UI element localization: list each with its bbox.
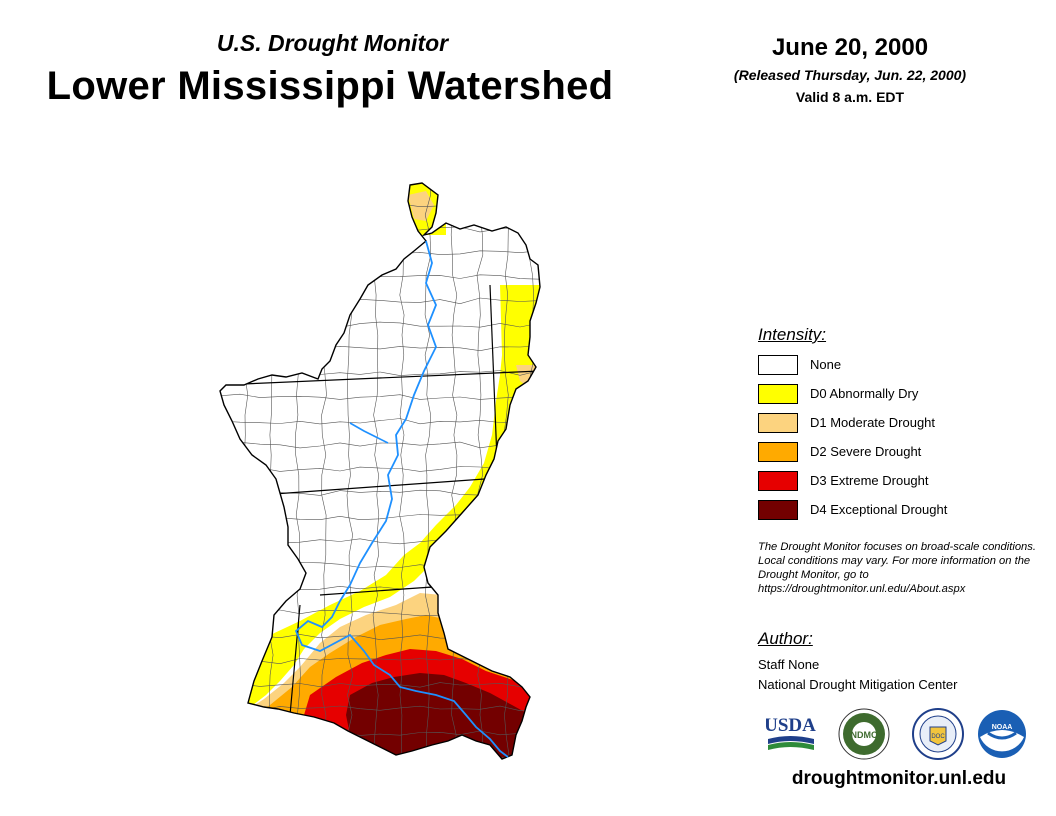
mississippi-river [294, 240, 509, 758]
svg-text:NOAA: NOAA [992, 724, 1013, 731]
legend-swatch [758, 384, 798, 404]
legend-item: D4 Exceptional Drought [758, 500, 1018, 522]
legend-item: D3 Extreme Drought [758, 471, 1018, 493]
legend-label: D1 Moderate Drought [810, 415, 936, 430]
legend-swatch [758, 355, 798, 375]
watershed-map [219, 182, 541, 760]
usda-logo: USDA [766, 715, 816, 750]
map-subtitle: U.S. Drought Monitor [216, 30, 449, 56]
legend-item: None [758, 355, 1018, 377]
legend-item: D1 Moderate Drought [758, 413, 1018, 435]
legend-swatch [758, 500, 798, 520]
d4-area [346, 673, 540, 759]
legend-label: D4 Exceptional Drought [810, 502, 948, 517]
legend-swatch [758, 471, 798, 491]
map-title: Lower Mississippi Watershed [46, 64, 614, 108]
author-name: Staff None [758, 657, 820, 672]
legend-item: D0 Abnormally Dry [758, 384, 1018, 406]
partner-logos: USDA NDMC DOC NOAA [766, 708, 1026, 760]
legend-label: None [810, 357, 842, 372]
legend-label: D2 Severe Drought [810, 444, 922, 459]
release-date: (Released Thursday, Jun. 22, 2000) [733, 67, 967, 83]
legend-label: D0 Abnormally Dry [810, 386, 919, 401]
legend-swatch [758, 413, 798, 433]
ndmc-logo: NDMC [838, 708, 890, 760]
svg-text:DOC: DOC [931, 734, 945, 740]
svg-text:USDA: USDA [766, 715, 816, 736]
website-link[interactable]: droughtmonitor.unl.edu [791, 768, 1007, 789]
legend-swatch [758, 442, 798, 462]
legend-label: D3 Extreme Drought [810, 473, 929, 488]
legend-item: D2 Severe Drought [758, 442, 1018, 464]
river-tributary [349, 422, 389, 444]
svg-text:NDMC: NDMC [851, 730, 878, 740]
d1-area-north [408, 191, 434, 221]
author-org: National Drought Mitigation Center [758, 677, 958, 692]
map-date: June 20, 2000 [771, 34, 929, 61]
doc-logo: DOC [912, 708, 964, 760]
legend-heading: Intensity: [758, 325, 827, 344]
author-heading: Author: [758, 629, 813, 648]
disclaimer-text: The Drought Monitor focuses on broad-sca… [758, 541, 1036, 595]
valid-time: Valid 8 a.m. EDT [795, 89, 905, 105]
noaa-logo: NOAA [978, 710, 1026, 758]
